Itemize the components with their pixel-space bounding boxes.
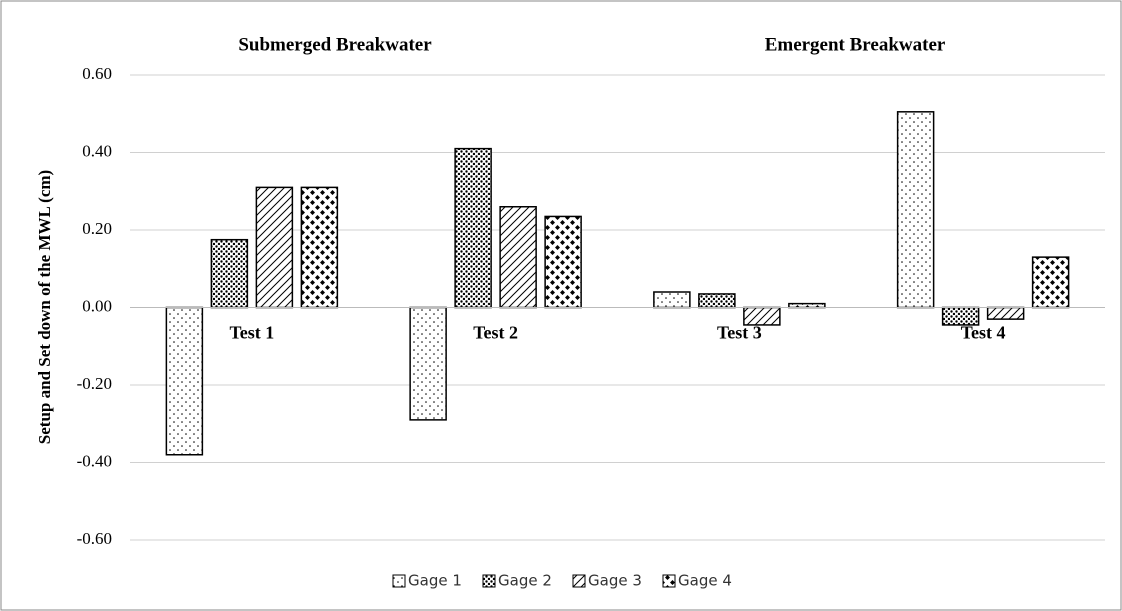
x-tick-label: Test 2 — [473, 323, 518, 343]
bar — [544, 215, 582, 309]
bar — [788, 302, 826, 309]
bar — [653, 291, 691, 309]
y-tick-label: -0.40 — [77, 451, 112, 470]
y-tick-label: 0.60 — [82, 64, 112, 83]
legend-swatch — [482, 574, 496, 588]
bar — [210, 238, 249, 309]
legend-swatch — [572, 574, 586, 588]
legend-swatch — [392, 574, 406, 588]
legend-label: Gage 2 — [498, 572, 552, 590]
bar — [409, 306, 447, 421]
y-tick-label: 0.40 — [82, 141, 112, 160]
y-tick-label: 0.00 — [82, 296, 112, 315]
annotation: Submerged Breakwater — [238, 34, 432, 55]
bar — [986, 306, 1025, 320]
legend-label: Gage 4 — [678, 572, 732, 590]
bar — [165, 306, 204, 456]
bar — [896, 111, 935, 309]
legend-label: Gage 1 — [408, 572, 462, 590]
legend-swatch — [662, 574, 676, 588]
bar — [1031, 256, 1070, 309]
bar — [255, 186, 294, 309]
bar — [300, 186, 339, 309]
x-tick-label: Test 3 — [717, 323, 762, 343]
y-tick-label: -0.20 — [77, 374, 112, 393]
y-tick-label: -0.60 — [77, 529, 112, 548]
bar — [499, 206, 537, 309]
legend-label: Gage 3 — [588, 572, 642, 590]
annotation: Emergent Breakwater — [765, 34, 946, 55]
bar — [454, 147, 492, 309]
x-tick-label: Test 4 — [961, 323, 1006, 343]
y-axis-label: Setup and Set down of the MWL (cm) — [35, 170, 54, 444]
y-tick-label: 0.20 — [82, 219, 112, 238]
x-tick-label: Test 1 — [229, 323, 274, 343]
bar — [698, 293, 736, 309]
